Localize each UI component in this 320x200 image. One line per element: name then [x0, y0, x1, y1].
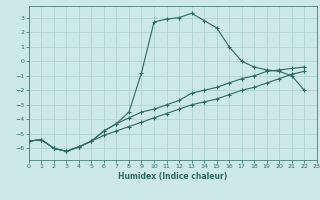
- X-axis label: Humidex (Indice chaleur): Humidex (Indice chaleur): [118, 172, 228, 181]
